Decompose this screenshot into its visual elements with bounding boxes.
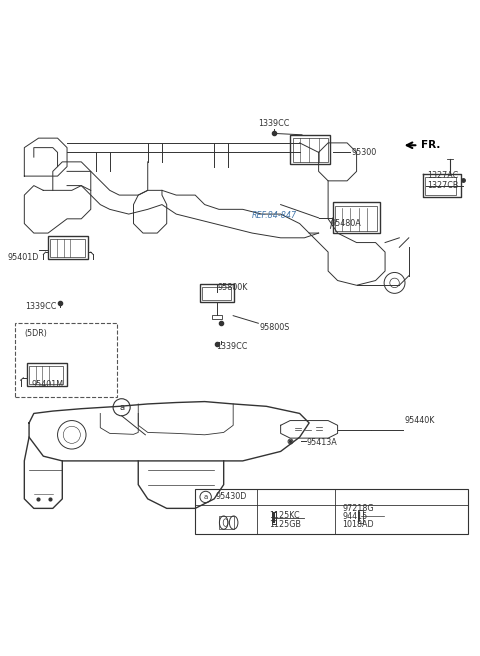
Text: 94415: 94415 [342, 512, 368, 521]
Bar [219, 516, 234, 529]
Text: 1327AC: 1327AC [427, 171, 458, 180]
Bar [425, 177, 456, 195]
Text: 97218G: 97218G [342, 504, 374, 513]
Bar [333, 202, 380, 233]
Bar [15, 323, 117, 397]
Text: 95430D: 95430D [215, 493, 247, 501]
Text: 1339CC: 1339CC [25, 302, 57, 311]
Bar [27, 363, 67, 386]
Bar [358, 510, 363, 523]
Bar [50, 239, 84, 256]
Text: 1125GB: 1125GB [269, 520, 301, 529]
Text: 1125KC: 1125KC [269, 511, 300, 520]
Bar [29, 366, 63, 384]
Text: 95800K: 95800K [218, 283, 248, 293]
Text: a: a [204, 494, 208, 500]
Text: REF.84-847: REF.84-847 [252, 211, 297, 220]
Text: FR.: FR. [420, 140, 440, 150]
Text: 1018AD: 1018AD [342, 520, 374, 529]
Bar [212, 315, 222, 319]
Text: 95413A: 95413A [307, 438, 337, 447]
Text: a: a [119, 403, 124, 412]
Text: 1327CB: 1327CB [427, 181, 458, 190]
Text: 95401M: 95401M [32, 380, 64, 389]
Text: 1339CC: 1339CC [258, 119, 289, 128]
Text: 95440K: 95440K [404, 416, 434, 424]
Text: 1339CC: 1339CC [216, 342, 248, 352]
Text: 95300: 95300 [352, 148, 377, 157]
Bar [272, 512, 276, 523]
Bar [203, 287, 231, 300]
Text: (5DR): (5DR) [25, 329, 48, 338]
Text: 95800S: 95800S [259, 323, 289, 333]
Bar [335, 205, 376, 231]
Text: 95401D: 95401D [7, 253, 38, 262]
Bar [292, 138, 328, 162]
Bar [200, 284, 234, 302]
Bar [290, 135, 331, 164]
Bar [195, 489, 468, 535]
Bar [48, 236, 88, 259]
Text: 95480A: 95480A [331, 219, 361, 228]
